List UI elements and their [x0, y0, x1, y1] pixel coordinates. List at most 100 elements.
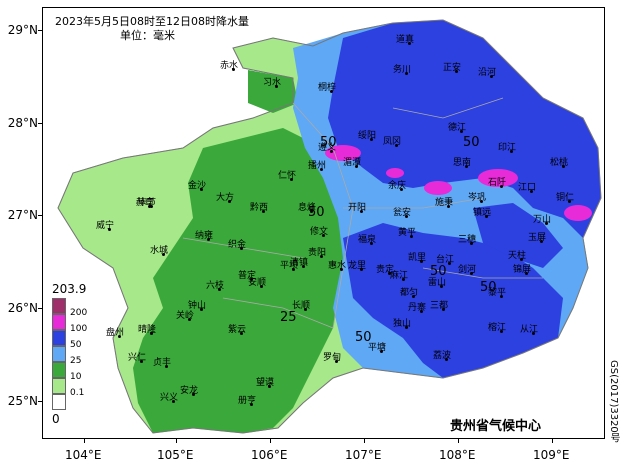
legend-max: 203.9	[52, 282, 87, 296]
city-dot	[545, 222, 548, 225]
district-boundaries	[182, 97, 543, 329]
city-dot	[162, 253, 165, 256]
lon-label-107: 107°E	[345, 448, 382, 462]
city-dot	[275, 85, 278, 88]
city-label: 道真	[396, 35, 415, 45]
city-dot	[465, 165, 468, 168]
legend-label-10: 10	[70, 372, 82, 382]
contour-label: 25	[280, 310, 297, 325]
city-dot	[250, 278, 253, 281]
city-dot	[480, 200, 483, 203]
city-dot	[200, 188, 203, 191]
city-dot	[292, 268, 295, 271]
lon-label-108: 108°E	[439, 448, 476, 462]
city-dot	[232, 68, 235, 71]
city-dot	[228, 200, 231, 203]
city-dot	[165, 365, 168, 368]
legend-label-0-1: 0.1	[70, 388, 85, 398]
map-frame	[42, 7, 605, 439]
city-label: 施秉	[435, 198, 454, 208]
legend-swatch-0-1	[52, 378, 66, 394]
city-dot	[322, 234, 325, 237]
city-dot	[310, 210, 313, 213]
city-label: 德江	[448, 123, 467, 133]
city-dot	[148, 205, 151, 208]
city-dot	[320, 255, 323, 258]
city-label: 毕节	[138, 198, 157, 208]
city-label: 织金	[228, 240, 247, 250]
city-dot	[525, 272, 528, 275]
unit-label: 单位：毫米	[120, 29, 175, 42]
city-dot	[268, 385, 271, 388]
city-dot	[320, 168, 323, 171]
legend-label-100: 100	[70, 324, 88, 334]
city-label: 清镇	[290, 258, 309, 268]
city-label: 仁怀	[278, 171, 297, 181]
city-label: 钟山	[188, 301, 207, 311]
city-dot	[448, 262, 451, 265]
lat-tick	[38, 215, 43, 216]
city-label: 贞丰	[153, 358, 172, 368]
lat-tick	[38, 308, 43, 309]
city-label: 兴义	[160, 393, 179, 403]
city-label: 沿河	[478, 68, 497, 78]
city-dot	[400, 188, 403, 191]
city-label: 石阡	[488, 178, 507, 188]
city-dot	[410, 235, 413, 238]
city-dot	[402, 278, 405, 281]
city-label: 赤水	[220, 61, 239, 71]
city-dot	[470, 242, 473, 245]
city-dot	[240, 332, 243, 335]
city-dot	[405, 72, 408, 75]
contour-label: 50	[430, 264, 447, 279]
city-dot	[405, 215, 408, 218]
city-dot	[420, 260, 423, 263]
city-label: 平塘	[368, 343, 387, 353]
city-dot	[442, 308, 445, 311]
city-dot	[250, 403, 253, 406]
lon-label-105: 105°E	[157, 448, 194, 462]
city-dot	[520, 258, 523, 261]
city-dot	[150, 332, 153, 335]
city-dot	[200, 308, 203, 311]
city-dot	[445, 358, 448, 361]
legend-swatch-200	[52, 298, 66, 314]
city-dot	[405, 326, 408, 329]
city-dot	[370, 138, 373, 141]
city-dot	[360, 210, 363, 213]
city-dot	[360, 268, 363, 271]
city-label: 大方	[216, 193, 235, 203]
city-dot	[335, 360, 338, 363]
city-dot	[380, 350, 383, 353]
city-dot	[500, 295, 503, 298]
city-label: 福泉	[358, 235, 377, 245]
city-label: 册亨	[238, 396, 257, 406]
city-dot	[118, 335, 121, 338]
city-dot	[150, 205, 153, 208]
legend-swatch-25	[52, 346, 66, 362]
city-dot	[532, 332, 535, 335]
city-label: 长顺	[292, 301, 311, 311]
city-label: 威宁	[96, 221, 115, 231]
lat-label-25: 25°N	[7, 394, 38, 408]
city-label: 麻江	[390, 271, 409, 281]
contour-label: 50	[320, 135, 337, 150]
city-label: 独山	[393, 319, 412, 329]
city-label: 息烽	[298, 203, 317, 213]
city-label: 玉屏	[528, 233, 547, 243]
legend-swatch-50	[52, 330, 66, 346]
legend-label-200: 200	[70, 308, 88, 318]
city-label: 锦屏	[513, 265, 532, 275]
city-dot	[207, 238, 210, 241]
city-dot	[262, 210, 265, 213]
city-label: 正安	[443, 63, 462, 73]
lon-label-104: 104°E	[65, 448, 102, 462]
city-dot	[388, 272, 391, 275]
city-dot	[304, 308, 307, 311]
contour-label: 50	[463, 135, 480, 150]
city-label: 龙里	[348, 261, 367, 271]
lat-tick	[38, 123, 43, 124]
city-dot	[420, 310, 423, 313]
city-dot	[192, 393, 195, 396]
city-label: 习水	[263, 78, 282, 88]
